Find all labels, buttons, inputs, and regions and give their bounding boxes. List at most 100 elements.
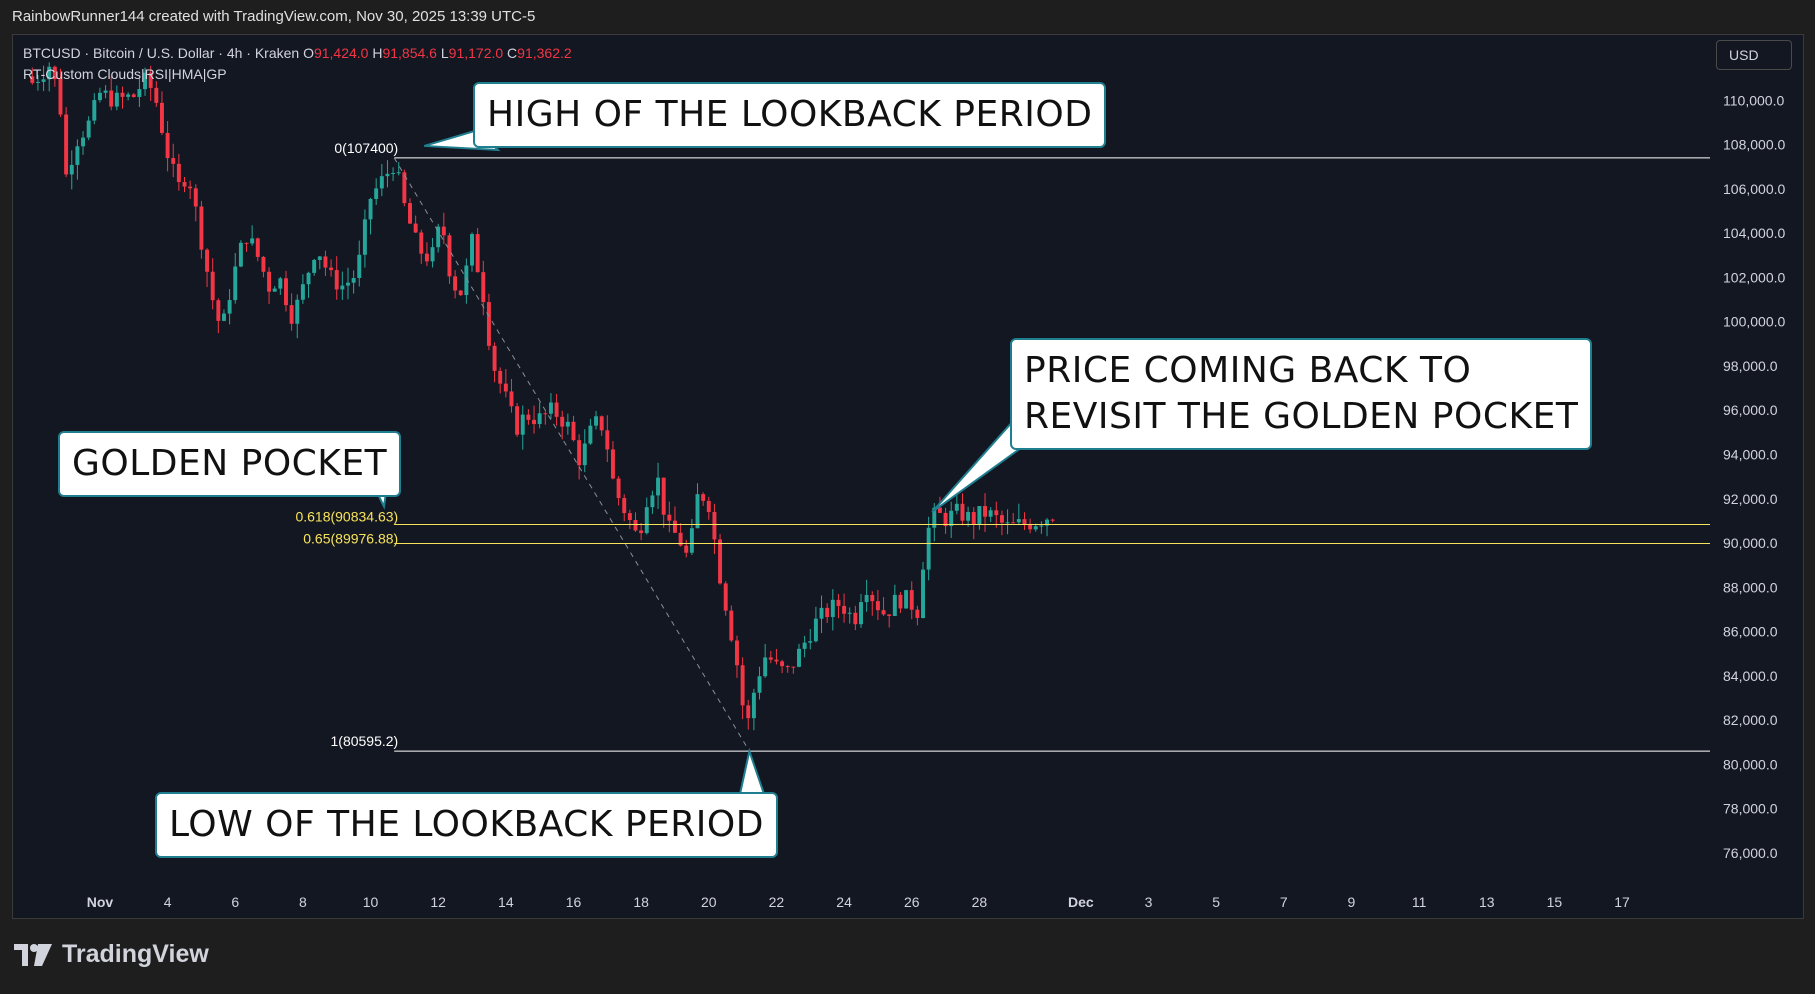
time-tick-label: 17 (1614, 894, 1630, 910)
candle-body (447, 235, 452, 277)
candle-body (312, 259, 317, 273)
candle (622, 494, 627, 522)
candle (205, 248, 210, 288)
candle-body (915, 609, 920, 618)
candle-body (199, 206, 204, 250)
candle (464, 258, 469, 304)
candle (193, 184, 198, 222)
price-tick-label: 94,000.0 (1723, 447, 1778, 463)
candle (988, 507, 993, 523)
candle-body (396, 172, 401, 174)
candle-body (825, 607, 830, 618)
candle-body (492, 345, 497, 371)
price-tick-label: 84,000.0 (1723, 668, 1778, 684)
candle-body (554, 402, 559, 417)
candle (926, 516, 931, 581)
indicator-legend[interactable]: RT-Custom Clouds|RSI|HMA|GP (23, 66, 227, 82)
candle-body (92, 100, 97, 121)
candle (317, 255, 322, 270)
candle-body (977, 506, 982, 525)
price-tick-label: 98,000.0 (1723, 358, 1778, 374)
candle (825, 603, 830, 624)
candle-body (813, 618, 818, 642)
price-tick-label: 78,000.0 (1723, 801, 1778, 817)
candle (650, 490, 655, 514)
candle-body (520, 414, 525, 435)
candle-body (650, 495, 655, 508)
candle (199, 200, 204, 259)
candle-body (120, 92, 125, 97)
candle (875, 589, 880, 620)
candle-body (515, 406, 520, 435)
candle (148, 65, 153, 101)
candle-body (644, 507, 649, 534)
candle-body (30, 76, 35, 83)
candle-body (182, 182, 187, 187)
candle (639, 522, 644, 541)
candle-body (543, 413, 548, 415)
candle (943, 507, 948, 534)
candle-body (103, 90, 108, 93)
candle (312, 258, 317, 276)
candle (340, 271, 345, 300)
currency-selector-button[interactable]: USD (1716, 40, 1792, 70)
candle (250, 225, 255, 246)
candle-body (689, 528, 694, 553)
candle-body (898, 594, 903, 609)
candle-body (808, 641, 813, 643)
candle-body (875, 601, 880, 611)
candle (768, 650, 773, 664)
symbol-legend[interactable]: BTCUSD · Bitcoin / U.S. Dollar · 4h · Kr… (23, 45, 572, 61)
time-tick-label: 13 (1479, 894, 1495, 910)
candle (594, 410, 599, 430)
candle (515, 403, 520, 437)
candle (847, 607, 852, 624)
candle (819, 595, 824, 634)
ohlc-value-o: 91,424.0 (313, 45, 369, 61)
candle-body (255, 238, 260, 257)
candle-body (616, 478, 621, 499)
candle-body (148, 72, 153, 88)
candle (842, 593, 847, 623)
tradingview-logo[interactable]: TradingView (14, 940, 209, 969)
price-tick-label: 106,000.0 (1723, 181, 1785, 197)
candle (430, 237, 435, 268)
candle (498, 367, 503, 394)
price-tick-label: 92,000.0 (1723, 491, 1778, 507)
candle (470, 232, 474, 272)
candle-body (785, 666, 790, 668)
candle-body (836, 599, 841, 606)
candle (644, 497, 649, 535)
candle-body (729, 610, 734, 641)
candle-body (548, 402, 553, 414)
symbol-description: BTCUSD · Bitcoin / U.S. Dollar · 4h · Kr… (23, 45, 300, 61)
candle-body (594, 416, 599, 426)
candle (64, 106, 69, 178)
price-tick-label: 100,000.0 (1723, 314, 1785, 330)
candle (830, 589, 835, 631)
candle (396, 162, 401, 176)
candle (334, 256, 339, 300)
candle (47, 62, 52, 92)
candle-body (599, 416, 604, 431)
candle (182, 177, 187, 193)
candle (295, 294, 300, 339)
candle-body (227, 300, 232, 314)
candle-body (176, 163, 181, 183)
price-tick-label: 86,000.0 (1723, 624, 1778, 640)
candle (532, 405, 537, 434)
time-tick-label: 8 (299, 894, 307, 910)
candle-body (498, 370, 503, 384)
candle (684, 539, 689, 558)
candle (971, 507, 976, 540)
candle-body (605, 430, 610, 450)
candle-body (238, 242, 243, 267)
candle-body (188, 186, 193, 189)
candle (808, 628, 813, 650)
price-tick-label: 80,000.0 (1723, 756, 1778, 772)
candle (41, 65, 46, 92)
candle (81, 131, 86, 155)
candle (520, 405, 525, 450)
price-tick-label: 110,000.0 (1723, 92, 1784, 108)
